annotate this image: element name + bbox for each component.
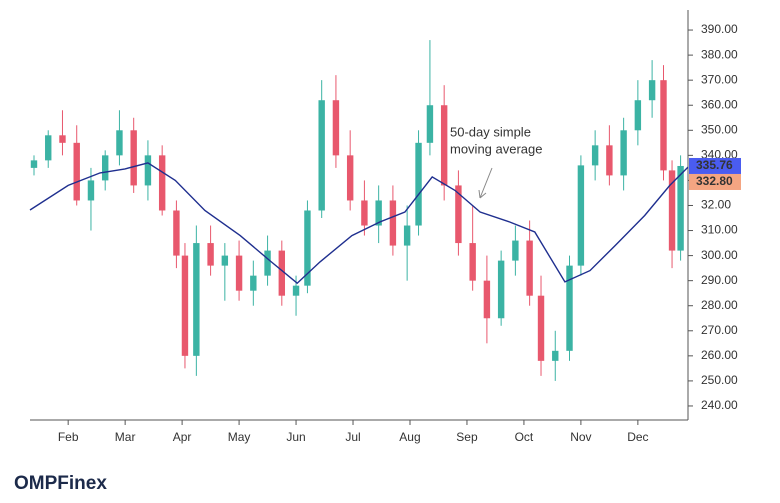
candle-body — [620, 130, 627, 176]
candle-body — [648, 80, 656, 101]
y-tick-label: 380.00 — [701, 47, 738, 61]
y-tick-label: 310.00 — [701, 223, 738, 237]
y-tick-label: 280.00 — [701, 298, 738, 312]
candle-body — [361, 200, 368, 226]
candle-body — [483, 280, 491, 319]
y-tick-label: 350.00 — [701, 122, 738, 136]
x-tick-label: Jul — [345, 430, 360, 444]
x-tick-label: Oct — [515, 430, 534, 444]
candle-body — [101, 155, 109, 181]
y-tick-label: 32.00 — [701, 198, 731, 212]
candle-body — [158, 155, 166, 211]
candle-body — [235, 255, 243, 291]
candle-body — [537, 295, 545, 361]
candle-body — [346, 155, 354, 201]
candle-body — [207, 243, 214, 266]
candle-body — [45, 135, 52, 161]
candle-body — [292, 285, 300, 296]
candle-body — [264, 250, 271, 276]
candle-body — [59, 135, 66, 143]
candle-body — [591, 145, 599, 166]
candle-body — [87, 180, 95, 201]
x-tick-label: Dec — [627, 430, 648, 444]
y-tick-label: 300.00 — [701, 248, 738, 262]
candle-body — [250, 275, 257, 291]
candle-body — [181, 255, 189, 356]
x-tick-label: Sep — [456, 430, 478, 444]
candle-body — [221, 255, 229, 266]
y-tick-label: 390.00 — [701, 22, 738, 36]
annotation-line: 50-day simple — [450, 124, 531, 139]
candle-body — [403, 225, 411, 246]
candle-body — [130, 130, 137, 186]
candle-body — [512, 240, 519, 261]
x-tick-label: May — [228, 430, 251, 444]
y-tick-label: 360.00 — [701, 97, 738, 111]
candle-body — [577, 165, 585, 266]
price-label-box — [689, 157, 741, 174]
candle-body — [278, 250, 286, 296]
annotation-arrow — [478, 167, 493, 199]
annotation-line: moving average — [450, 141, 543, 156]
candle-body — [566, 265, 573, 351]
y-tick-label: 290.00 — [701, 273, 738, 287]
y-tick-label: 370.00 — [701, 72, 738, 86]
candle-body — [469, 243, 476, 281]
candle-body — [389, 200, 397, 246]
price-label: 332.80 — [696, 174, 733, 188]
x-tick-label: Jun — [286, 430, 305, 444]
candle-body — [455, 185, 462, 244]
logo: OMPFinex — [14, 473, 107, 494]
candle-body — [606, 145, 613, 176]
candle-body — [552, 350, 559, 361]
y-tick-label: 270.00 — [701, 323, 738, 337]
candle-body — [30, 160, 38, 168]
price-label-box — [689, 173, 741, 190]
candle-body — [668, 170, 676, 251]
candle-body — [332, 100, 340, 156]
price-label: 335.76 — [696, 158, 733, 172]
x-tick-label: Mar — [115, 430, 136, 444]
candle-body — [526, 240, 533, 296]
candle-body — [144, 155, 152, 186]
candle-body — [193, 243, 200, 356]
candle-body — [73, 142, 80, 201]
x-tick-label: Nov — [570, 430, 591, 444]
moving-average-line — [29, 162, 689, 285]
x-tick-label: Feb — [58, 430, 79, 444]
candle-body — [304, 210, 311, 286]
candle-body — [173, 210, 180, 256]
candle-body — [426, 105, 434, 143]
candle-body — [677, 165, 684, 251]
candle-body — [497, 260, 505, 319]
y-tick-label: 250.00 — [701, 373, 738, 387]
y-tick-label: 240.00 — [701, 398, 738, 412]
candle-body — [415, 142, 422, 226]
x-tick-label: Apr — [173, 430, 192, 444]
x-tick-label: Aug — [399, 430, 420, 444]
candle-body — [116, 130, 123, 156]
candle-body — [660, 80, 667, 171]
y-tick-label: 260.00 — [701, 348, 738, 362]
candle-body — [318, 100, 325, 211]
candle-body — [375, 200, 382, 226]
candle-body — [440, 105, 448, 186]
candle-body — [634, 100, 642, 131]
